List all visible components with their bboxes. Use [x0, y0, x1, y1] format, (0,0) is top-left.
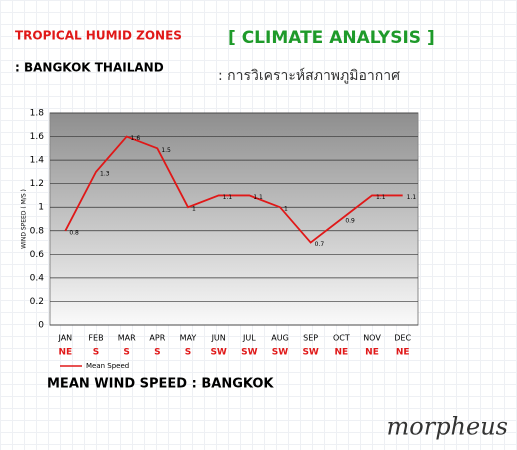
wind-direction: NE [396, 348, 410, 358]
data-label: 1.1 [376, 194, 386, 201]
data-label: 1.6 [131, 135, 141, 142]
line [64, 135, 403, 244]
y-tick-label: 0 [38, 321, 44, 331]
data-label: 0.8 [69, 229, 79, 236]
x-tick-label: JUL [242, 334, 256, 343]
y-tick-label: 1.2 [30, 179, 44, 189]
wind-direction: SW [272, 348, 288, 358]
plot-area [49, 112, 419, 326]
page-title: [ CLIMATE ANALYSIS ] [228, 28, 435, 48]
data-label: 1 [192, 206, 196, 213]
x-tick-label: OCT [333, 334, 350, 343]
data-label: 1.5 [161, 147, 171, 154]
x-tick-label: JUN [211, 334, 226, 343]
y-tick-label: 1.8 [30, 109, 45, 119]
y-tick-label: 0.2 [30, 297, 44, 307]
chart-title: MEAN WIND SPEED : BANGKOK [47, 377, 274, 392]
y-tick-label: 0.4 [30, 273, 45, 283]
data-label: 1.1 [253, 194, 263, 201]
wind-direction: SW [302, 348, 318, 358]
logo: morpheus [387, 413, 508, 441]
data-label: 0.9 [345, 218, 355, 225]
wind-direction: SW [210, 348, 226, 358]
data-label: 1.1 [407, 194, 417, 201]
x-tick-label: AUG [271, 334, 289, 343]
x-tick-label: APR [149, 334, 165, 343]
y-tick-label: 1.6 [30, 132, 45, 142]
x-tick-label: DEC [394, 334, 411, 343]
data-label: 0.7 [315, 241, 325, 248]
y-tick-label: 1 [38, 203, 44, 213]
x-tick-label: FEB [88, 334, 103, 343]
data-label: 1.1 [223, 194, 233, 201]
wind-direction: NE [334, 348, 348, 358]
wind-direction: NE [365, 348, 379, 358]
x-tick-label: MAR [118, 334, 136, 343]
location: : BANGKOK THAILAND [15, 61, 164, 75]
data-label: 1 [284, 206, 288, 213]
x-tick-label: SEP [303, 334, 318, 343]
x-tick-label: MAY [180, 334, 197, 343]
data-label: 1.3 [100, 170, 110, 177]
wind-direction: SW [241, 348, 257, 358]
y-tick-label: 0.8 [30, 226, 45, 236]
x-tick-label: NOV [363, 334, 381, 343]
y-tick-label: 1.4 [30, 156, 45, 166]
y-axis-label: WIND SPEED ( M/S ) [21, 189, 28, 249]
thai-subtitle: : การวิเคราะห์สภาพภูมิอากาศ [218, 67, 400, 84]
y-tick-label: 0.6 [30, 250, 45, 260]
zone: TROPICAL HUMID ZONES [15, 29, 182, 43]
wind-direction: S [123, 348, 129, 358]
wind-direction: S [185, 348, 191, 358]
x-tick-label: JAN [57, 334, 72, 343]
wind-direction: S [93, 348, 99, 358]
legend-label: Mean Speed [86, 362, 129, 370]
wind-direction: S [154, 348, 160, 358]
wind-direction: NE [58, 348, 72, 358]
